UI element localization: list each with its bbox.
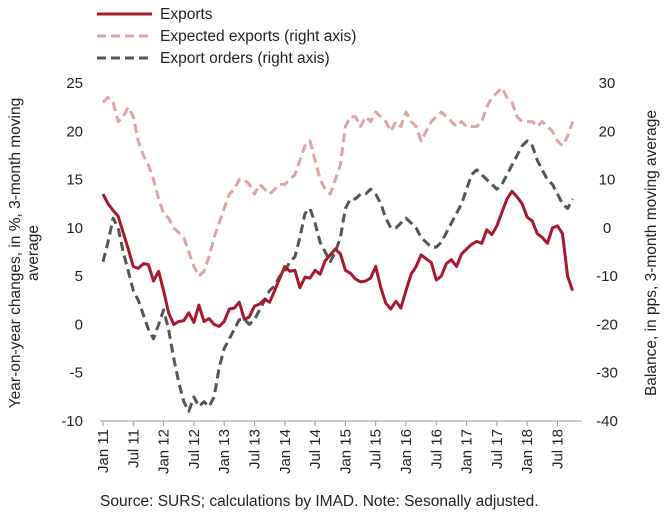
right-tick-label: -10: [596, 268, 618, 285]
right-tick-label: -20: [596, 316, 618, 333]
x-tick-label: Jan 18: [519, 429, 536, 474]
left-tick-label: 0: [75, 316, 83, 333]
expected-exports-line: [101, 86, 575, 278]
x-tick-label: Jul 15: [368, 429, 385, 469]
x-tick-label: Jul 14: [307, 429, 324, 469]
x-tick-label: Jul 17: [489, 429, 506, 469]
x-tick-label: Jan 12: [156, 429, 173, 474]
x-tick-label: Jan 13: [216, 429, 233, 474]
x-tick-label: Jul 11: [125, 429, 142, 468]
left-tick-label: -10: [61, 413, 83, 430]
right-axis: -40 -30 -20 -10 0 10 20 30: [596, 75, 618, 430]
x-axis: Jan 11 Jul 11 Jan 12 Jul 12 Jan 13 Jul 13 Jan …: [95, 421, 567, 474]
left-axis: -10 -5 0 5 10 15 20 25: [61, 75, 83, 430]
x-tick-label: Jan 16: [398, 429, 415, 474]
legend-item-exports: Exports: [97, 6, 213, 23]
legend-item-export-orders: Export orders (right axis): [97, 50, 330, 67]
legend-label-export-orders: Export orders (right axis): [160, 50, 330, 67]
x-tick-label: Jan 11: [95, 429, 112, 473]
right-tick-label: 20: [599, 123, 616, 140]
export-orders-line: [101, 139, 574, 413]
legend-label-exports: Exports: [160, 6, 213, 23]
x-tick-label: Jul 16: [428, 429, 445, 469]
right-tick-label: -30: [596, 365, 618, 382]
right-axis-title: Balance, in pps, 3-month moving average: [643, 110, 660, 396]
legend: Exports Expected exports (right axis) Ex…: [97, 6, 356, 67]
right-tick-label: 0: [603, 220, 611, 237]
x-tick-label: Jul 18: [550, 429, 567, 469]
legend-label-expected-exports: Expected exports (right axis): [160, 28, 356, 45]
x-tick-label: Jul 13: [247, 429, 264, 469]
x-tick-label: Jul 12: [186, 429, 203, 469]
right-tick-label: -40: [596, 413, 618, 430]
left-tick-label: 5: [75, 268, 83, 285]
x-tick-label: Jan 15: [337, 429, 354, 474]
left-tick-label: 10: [66, 220, 83, 237]
left-tick-label: -5: [70, 365, 83, 382]
x-tick-label: Jan 17: [459, 429, 476, 474]
left-axis-title: Year-on-year changes, in %, 3-month movi…: [7, 98, 42, 408]
x-tick-label: Jan 14: [277, 429, 294, 474]
source-note: Source: SURS; calculations by IMAD. Note…: [100, 493, 539, 510]
exports-line: [101, 189, 575, 328]
right-tick-label: 30: [599, 75, 616, 92]
legend-item-expected-exports: Expected exports (right axis): [97, 28, 356, 45]
right-tick-label: 10: [599, 172, 616, 189]
left-tick-label: 25: [66, 75, 83, 92]
series-group: [101, 86, 575, 413]
left-tick-label: 15: [66, 172, 83, 189]
left-tick-label: 20: [66, 123, 83, 140]
